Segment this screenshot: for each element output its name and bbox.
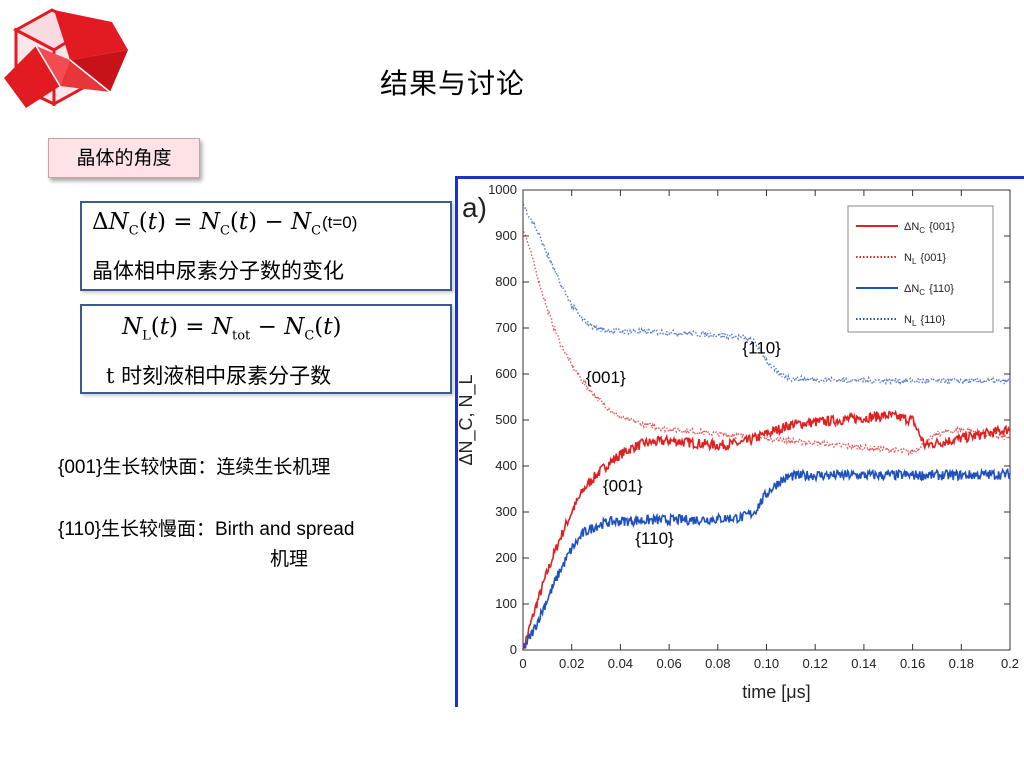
finding-001-text: 生长较快面：连续生长机理 [102, 456, 331, 478]
y-tick-label: 400 [495, 458, 517, 473]
growth-chart: 0 0.02 0.04 0.06 0.08 0.10 0.12 0.14 0.16 0.18 0.2… [458, 182, 1019, 702]
y-tick-label: 600 [495, 366, 517, 381]
x-tick-label: 0.04 [608, 656, 633, 671]
chart-frame: 0 0.02 0.04 0.06 0.08 0.10 0.12 0.14 0.16 0.18 0.2… [455, 176, 1024, 707]
x-tick-label: 0.18 [949, 656, 974, 671]
section-tag: 晶体的角度 [48, 138, 200, 178]
annotation-0: {110} [742, 338, 781, 357]
annotation-3: {110} [635, 529, 674, 548]
y-tick-label: 300 [495, 504, 517, 519]
y-tick-label: 800 [495, 274, 517, 289]
panel-label: a) [462, 192, 487, 223]
formula-nl: NL(t) = Ntot − NC(t) [122, 314, 342, 344]
finding-001-face: {001} [58, 457, 103, 478]
y-axis-label: ΔN_C, N_L [458, 374, 477, 465]
x-tick-label: 0.08 [705, 656, 730, 671]
x-tick-label: 0.10 [754, 656, 779, 671]
x-tick-label: 0.14 [851, 656, 876, 671]
y-tick-label: 700 [495, 320, 517, 335]
formula-box-crystal: ΔNC(t) = NC(t) − NC (t=0) 晶体相中尿素分子数的变化 [80, 201, 452, 291]
y-tick-label: 200 [495, 550, 517, 565]
x-tick-label: 0.06 [656, 656, 681, 671]
x-tick-label: 0.16 [900, 656, 925, 671]
finding-110-text-en: Birth and spread [215, 519, 355, 540]
legend-entry-3: NL {110} [904, 314, 946, 328]
x-tick-label: 0.02 [559, 656, 584, 671]
y-tick-label: 1000 [488, 182, 517, 197]
formula-note: (t=0) [322, 213, 358, 232]
y-tick-label: 900 [495, 228, 517, 243]
cube-logo-icon [4, 8, 128, 108]
legend-entry-2: ΔNC {110} [904, 283, 954, 297]
formula-box-liquid: NL(t) = Ntot − NC(t) t 时刻液相中尿素分子数 [80, 304, 452, 394]
slide-title: 结果与讨论 [380, 67, 526, 100]
formula-delta-nc: ΔNC(t) = NC(t) − NC [92, 209, 322, 239]
y-tick-label: 100 [495, 596, 517, 611]
x-tick-label: 0 [519, 656, 526, 671]
finding-001: {001}生长较快面：连续生长机理 [58, 452, 330, 479]
finding-110: {110}生长较慢面：Birth and spread [58, 514, 354, 541]
legend-entry-1: NL {001} [904, 252, 946, 266]
series-line-3 [522, 203, 1011, 386]
x-axis-label: time [μs] [742, 682, 810, 702]
finding-110-face: {110} [58, 519, 101, 540]
liquid-description: t 时刻液相中尿素分子数 [106, 364, 332, 388]
y-tick-label: 0 [510, 642, 517, 657]
series-line-0 [522, 409, 1011, 651]
series-line-1 [522, 227, 1011, 457]
crystal-description: 晶体相中尿素分子数的变化 [92, 259, 344, 283]
series-line-2 [522, 467, 1011, 650]
x-tick-label: 0.12 [803, 656, 828, 671]
annotation-1: {001} [586, 368, 626, 387]
y-tick-label: 500 [495, 412, 517, 427]
finding-110-cont: 机理 [270, 548, 309, 570]
legend-entry-0: ΔNC {001} [904, 221, 955, 235]
finding-110-text: 生长较慢面： [100, 518, 215, 540]
annotation-2: {001} [603, 476, 643, 495]
x-tick-label: 0.2 [1001, 656, 1019, 671]
